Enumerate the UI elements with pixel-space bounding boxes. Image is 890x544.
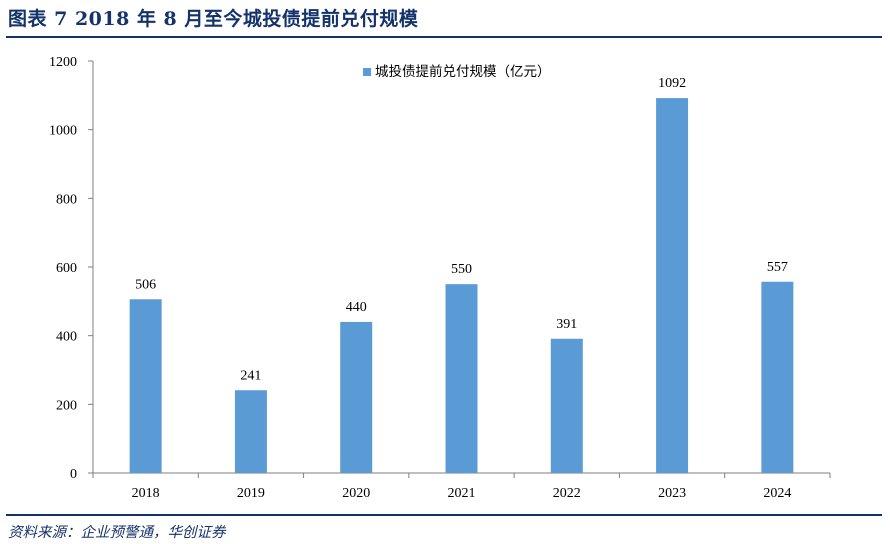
bar bbox=[550, 338, 583, 473]
footer-rule bbox=[6, 514, 882, 516]
x-tick-label: 2020 bbox=[342, 486, 370, 501]
x-tick-label: 2023 bbox=[658, 486, 686, 501]
data-label: 1092 bbox=[658, 76, 686, 91]
bar bbox=[234, 390, 267, 473]
legend-swatch bbox=[363, 68, 371, 76]
bar bbox=[129, 299, 162, 473]
data-label: 506 bbox=[135, 277, 156, 292]
y-tick-label: 1000 bbox=[49, 124, 77, 139]
y-tick-label: 200 bbox=[56, 398, 77, 413]
bar bbox=[656, 98, 689, 473]
source-note: 资料来源：企业预警通，华创证券 bbox=[8, 525, 226, 541]
data-label: 550 bbox=[451, 262, 472, 277]
y-tick-label: 800 bbox=[56, 192, 77, 207]
x-axis: 2018 2019 2020 2021 2022 2023 2024 bbox=[92, 472, 831, 501]
title-rule bbox=[6, 36, 882, 38]
data-label: 440 bbox=[346, 300, 367, 315]
data-label: 391 bbox=[556, 317, 577, 332]
bars: 506 241 440 550 391 1092 557 bbox=[129, 76, 794, 473]
y-tick-label: 0 bbox=[70, 467, 77, 482]
bar bbox=[761, 281, 794, 473]
y-tick-label: 400 bbox=[56, 330, 77, 345]
bar bbox=[445, 284, 478, 473]
data-label: 557 bbox=[767, 260, 788, 275]
data-label: 241 bbox=[240, 368, 261, 383]
x-tick-label: 2024 bbox=[763, 486, 791, 501]
x-tick-label: 2021 bbox=[448, 486, 476, 501]
bar bbox=[340, 321, 373, 473]
figure-title: 图表 7 2018 年 8 月至今城投债提前兑付规模 bbox=[8, 8, 419, 30]
x-tick-label: 2019 bbox=[237, 486, 265, 501]
x-tick-label: 2022 bbox=[553, 486, 581, 501]
y-tick-label: 1200 bbox=[49, 55, 77, 70]
x-tick-label: 2018 bbox=[132, 486, 160, 501]
legend: 城投债提前兑付规模（亿元） bbox=[363, 63, 551, 80]
y-axis: 0 200 400 600 800 1000 1200 bbox=[49, 55, 94, 482]
y-tick-label: 600 bbox=[56, 261, 77, 276]
legend-label: 城投债提前兑付规模（亿元） bbox=[375, 63, 551, 80]
